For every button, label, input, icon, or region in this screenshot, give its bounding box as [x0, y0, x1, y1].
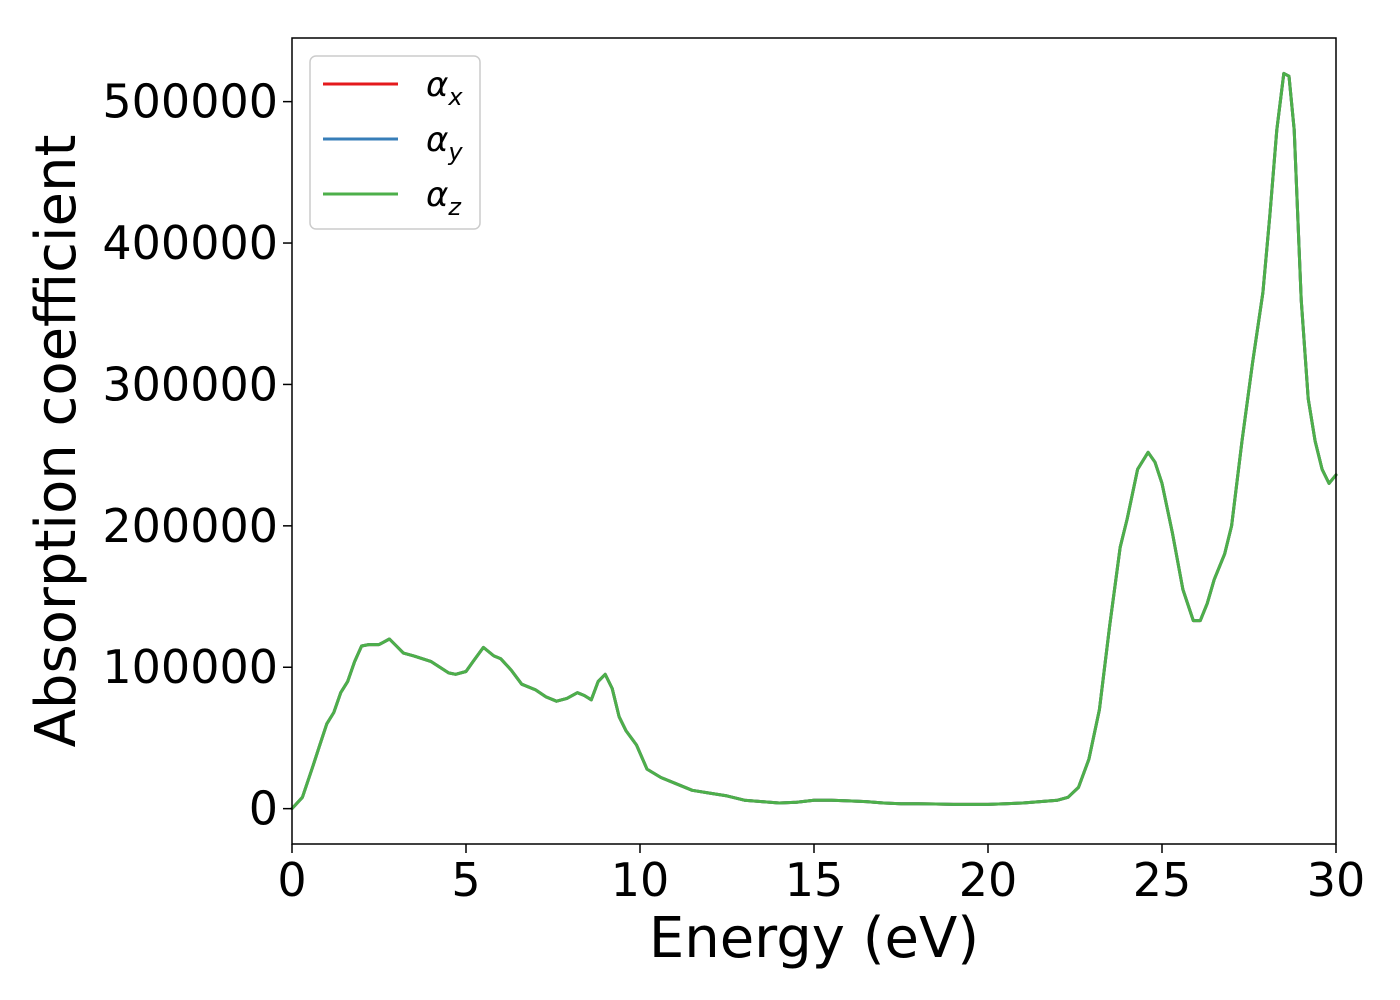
x-tick-label: 20: [959, 853, 1018, 907]
series-layer: [290, 71, 1338, 811]
x-tick-label: 10: [611, 853, 670, 907]
x-tick-label: 15: [785, 853, 844, 907]
y-axis-label: Absorption coefficient: [24, 135, 89, 748]
x-tick-label: 0: [277, 853, 306, 907]
y-tick-label: 100000: [102, 640, 278, 694]
x-tick-label: 30: [1307, 853, 1366, 907]
x-axis: 0 5 10 15 20 25 30: [277, 844, 1365, 907]
x-axis-label: Energy (eV): [649, 906, 979, 971]
series-line-2: [290, 71, 1338, 811]
y-tick-label: 200000: [102, 499, 278, 553]
y-tick-label: 300000: [102, 357, 278, 411]
legend-box: [309, 55, 481, 230]
y-tick-label: 400000: [102, 216, 278, 270]
y-tick-label: 500000: [102, 75, 278, 129]
y-axis: 0 100000 200000 300000 400000 500000: [102, 75, 292, 836]
x-tick-label: 25: [1133, 853, 1192, 907]
x-tick-label: 5: [451, 853, 480, 907]
y-tick-label: 0: [249, 782, 278, 836]
